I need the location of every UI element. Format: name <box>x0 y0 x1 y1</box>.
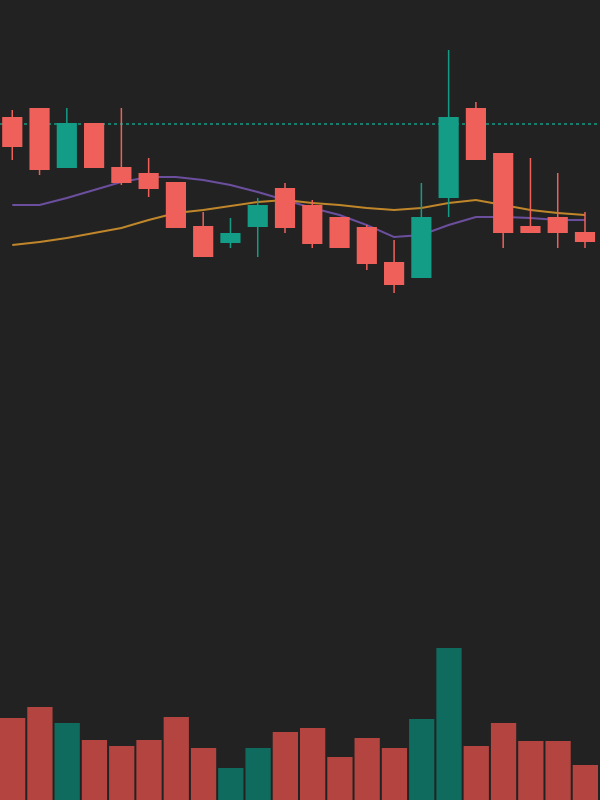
moving-average-line <box>12 176 585 239</box>
candle-body <box>193 226 214 257</box>
candle-body <box>411 217 432 278</box>
volume-bar <box>81 740 108 800</box>
candle-body <box>465 108 486 160</box>
candle-body <box>356 227 377 264</box>
volume-bar <box>190 748 217 800</box>
candle-body <box>220 233 241 243</box>
moving-average-line <box>12 198 586 246</box>
volume-bar <box>572 765 598 800</box>
candle-body <box>574 232 596 242</box>
candle-body <box>29 108 50 170</box>
candle-body <box>520 226 541 233</box>
candle-body <box>111 167 132 183</box>
candle-body <box>138 173 159 189</box>
candle-body <box>274 188 296 228</box>
volume-bar <box>327 757 353 800</box>
volume-bar <box>218 768 244 800</box>
candle-body <box>84 123 105 168</box>
volume-bar <box>436 648 462 800</box>
candle-body <box>247 205 268 227</box>
volume-bar <box>463 746 489 800</box>
volume-bar <box>163 717 189 800</box>
candle-body <box>384 262 405 285</box>
candle-body <box>329 217 350 248</box>
candle-body <box>56 123 77 168</box>
candle-body <box>547 217 568 233</box>
candle-body <box>165 182 186 228</box>
volume-bar <box>109 746 135 800</box>
candle-body <box>302 205 323 244</box>
volume-bar <box>518 741 544 800</box>
volume-bar <box>54 723 80 800</box>
volume-bar <box>300 728 326 800</box>
volume-bar <box>27 707 53 800</box>
volume-bar <box>272 732 298 800</box>
volume-bar <box>409 719 435 800</box>
volume-bar <box>545 741 571 800</box>
volume-bar <box>0 718 26 800</box>
candle-body <box>438 117 459 198</box>
candle-body <box>493 153 514 233</box>
candle-body <box>2 117 23 147</box>
volume-bar <box>136 740 162 800</box>
volume-bar <box>381 748 408 800</box>
volume-bar <box>354 738 380 800</box>
volume-bar <box>245 748 271 800</box>
volume-bar <box>490 723 517 800</box>
